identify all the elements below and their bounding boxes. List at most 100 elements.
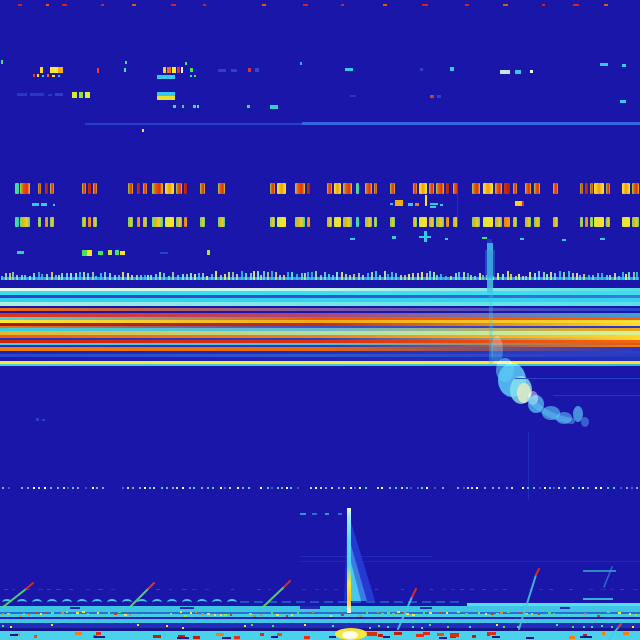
band-stripe	[0, 295, 640, 298]
signal-blob	[350, 238, 355, 240]
signal-blob	[177, 67, 180, 73]
signal-blob	[30, 93, 44, 96]
chirp-line	[147, 582, 155, 590]
signal-blob	[58, 75, 60, 77]
burst-block	[218, 183, 225, 194]
top-red-dash	[101, 4, 104, 6]
h-line	[583, 598, 613, 600]
comb-tick	[66, 272, 69, 280]
dotted-line-dot	[553, 487, 556, 489]
burst-block	[513, 183, 517, 194]
speckle	[176, 636, 189, 639]
burst-block	[137, 183, 140, 194]
burst-block	[93, 183, 97, 194]
comb-tick	[421, 272, 424, 280]
comb-tick	[529, 272, 532, 280]
comb-tick	[74, 273, 77, 280]
speckle	[285, 614, 289, 617]
comb-tick	[514, 275, 517, 280]
comb-tick	[537, 271, 540, 280]
navy-dot	[481, 589, 487, 590]
signal-blob	[79, 92, 83, 98]
dotted-line-dot	[188, 487, 191, 489]
speckle	[276, 633, 282, 637]
comb-tick	[575, 272, 578, 280]
signal-blob	[392, 236, 396, 239]
comb-tick	[521, 275, 524, 280]
speckle	[153, 635, 162, 639]
speckle	[429, 624, 432, 627]
comb-tick	[291, 271, 294, 280]
comb-tick	[466, 272, 469, 280]
speckle	[606, 611, 610, 614]
speckle	[447, 625, 450, 628]
speckle	[82, 611, 85, 614]
signal-blob	[36, 418, 39, 421]
dotted-line-dot	[338, 487, 341, 489]
burst-block	[436, 183, 444, 194]
speckle	[224, 614, 227, 617]
comb-tick	[113, 275, 116, 280]
dotted-line-dot	[172, 487, 175, 489]
v-line	[457, 183, 458, 228]
burst-block	[88, 217, 91, 227]
signal-blob	[515, 70, 521, 74]
navy-dot	[549, 589, 553, 590]
navy-dot	[429, 589, 434, 590]
comb-tick	[310, 271, 313, 280]
speckle	[341, 613, 345, 616]
dotted-line-dot	[266, 487, 269, 489]
signal-blob	[415, 203, 419, 206]
dim-dash	[380, 601, 389, 603]
speckle	[124, 614, 127, 617]
top-red-dash	[422, 4, 428, 6]
burst-block	[165, 217, 174, 227]
comb-tick	[131, 274, 134, 280]
burst-block	[534, 217, 540, 227]
dotted-line-dot	[587, 487, 590, 489]
burst-block	[365, 183, 372, 194]
comb-tick	[260, 275, 263, 280]
navy-dot	[324, 589, 328, 590]
comb-tick	[481, 275, 484, 280]
signal-blob	[97, 68, 99, 73]
signal-blob	[193, 105, 196, 108]
comb-tick	[478, 273, 481, 280]
comb-tick	[8, 273, 11, 280]
dotted-line-dot	[538, 487, 541, 489]
speckle	[495, 624, 498, 627]
comb-tick	[416, 272, 419, 280]
speckle	[465, 613, 468, 616]
plume-blob	[510, 376, 532, 404]
comb-tick	[181, 273, 184, 280]
plume-tail	[527, 397, 575, 424]
top-red-dash	[542, 4, 545, 6]
navy-dot	[601, 589, 606, 590]
burst-block	[50, 217, 54, 227]
dotted-line-dot	[153, 487, 156, 489]
comb-tick	[502, 274, 504, 280]
speckle	[50, 624, 53, 627]
dotted-line-dot	[505, 487, 508, 489]
dotted-line-dot	[607, 487, 610, 489]
signal-blob	[50, 67, 58, 73]
signal-blob	[85, 92, 90, 98]
burst-block	[504, 217, 510, 227]
speckle	[189, 611, 193, 614]
dotted-line-dot	[544, 487, 547, 489]
dotted-line-dot	[92, 487, 95, 489]
dotted-line-dot	[619, 487, 622, 489]
speckle	[2, 624, 4, 627]
signal-blob	[247, 105, 250, 108]
dotted-line-dot	[421, 487, 424, 489]
burst-block	[20, 183, 30, 194]
chirp-line	[617, 623, 622, 628]
speckle	[18, 614, 21, 617]
speckle	[496, 613, 499, 616]
h-line	[467, 603, 640, 606]
v-line	[485, 250, 495, 278]
speckle	[450, 634, 457, 638]
dotted-line-dot	[241, 487, 244, 489]
